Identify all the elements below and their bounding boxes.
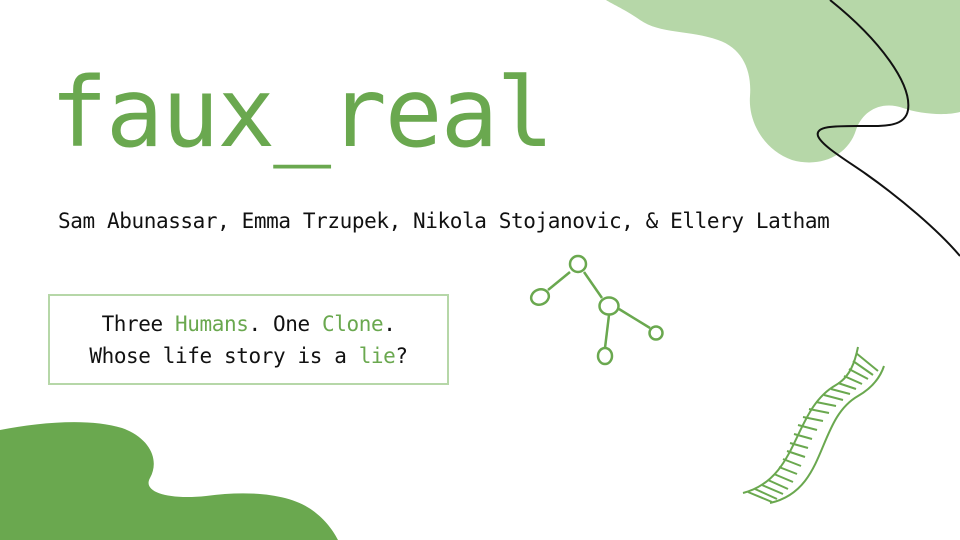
tagline-text: Three xyxy=(101,311,176,336)
dna-icon xyxy=(742,346,885,504)
tagline-text: . One xyxy=(248,311,322,336)
molecule-icon xyxy=(529,254,664,366)
blob-top-right xyxy=(606,0,960,163)
tagline-line-2: Whose life story is a lie? xyxy=(89,340,408,372)
highlight-humans: Humans xyxy=(175,311,249,336)
highlight-clone: Clone xyxy=(321,311,384,336)
slide-title: faux_real xyxy=(50,57,554,169)
highlight-lie: lie xyxy=(358,343,396,368)
tagline-text: . xyxy=(383,311,396,336)
tagline-text: ? xyxy=(395,343,408,368)
tagline-box: Three Humans. One Clone. Whose life stor… xyxy=(48,294,449,385)
blob-bottom-left xyxy=(0,422,338,540)
authors-line: Sam Abunassar, Emma Trzupek, Nikola Stoj… xyxy=(58,209,830,233)
tagline-text: Whose life story is a xyxy=(89,343,359,368)
tagline-line-1: Three Humans. One Clone. xyxy=(102,308,396,340)
curve-line xyxy=(816,0,960,257)
